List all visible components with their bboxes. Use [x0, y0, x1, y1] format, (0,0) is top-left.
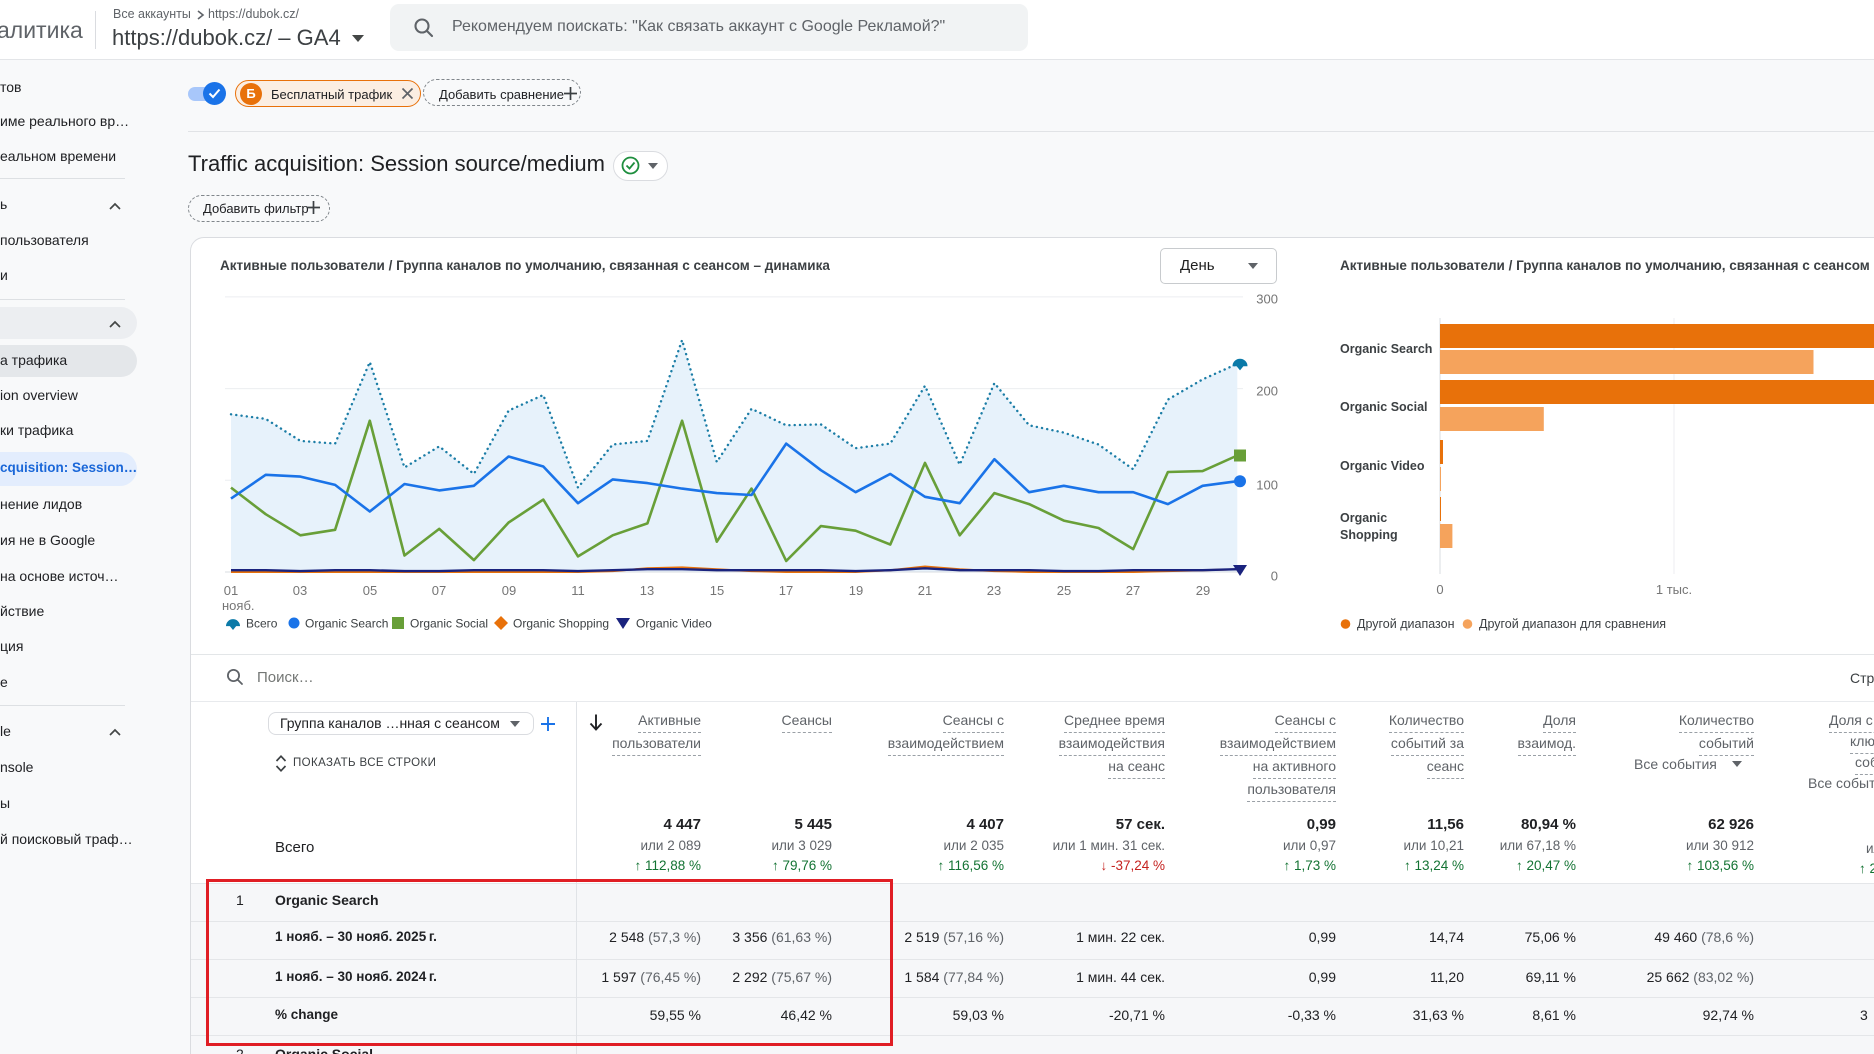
svg-text:21: 21	[918, 583, 932, 598]
svg-text:Organic Shopping: Organic Shopping	[513, 617, 609, 631]
svg-text:100: 100	[1256, 478, 1278, 493]
svg-text:17: 17	[779, 583, 793, 598]
svg-text:Organic Social: Organic Social	[410, 617, 488, 631]
svg-text:Organic Video: Organic Video	[636, 617, 712, 631]
svg-text:0: 0	[1271, 569, 1278, 584]
svg-text:03: 03	[293, 583, 307, 598]
svg-text:27: 27	[1126, 583, 1140, 598]
svg-text:19: 19	[849, 583, 863, 598]
svg-text:01: 01	[224, 583, 238, 598]
svg-text:25: 25	[1057, 583, 1071, 598]
svg-text:Всего: Всего	[246, 617, 278, 631]
svg-text:1 тыс.: 1 тыс.	[1656, 582, 1692, 597]
svg-text:05: 05	[363, 583, 377, 598]
svg-text:23: 23	[987, 583, 1001, 598]
svg-text:11: 11	[571, 583, 585, 598]
svg-text:нояб.: нояб.	[222, 598, 255, 613]
svg-text:Organic Social: Organic Social	[1340, 400, 1428, 414]
svg-text:Organic: Organic	[1340, 511, 1387, 525]
svg-text:Другой диапазон: Другой диапазон	[1357, 617, 1455, 631]
svg-text:Organic Search: Organic Search	[305, 617, 388, 631]
svg-text:Другой диапазон для сравнения: Другой диапазон для сравнения	[1479, 617, 1666, 631]
svg-text:Shopping: Shopping	[1340, 528, 1398, 542]
svg-text:09: 09	[502, 583, 516, 598]
svg-text:29: 29	[1196, 583, 1210, 598]
svg-text:15: 15	[710, 583, 724, 598]
svg-text:07: 07	[432, 583, 446, 598]
svg-text:13: 13	[640, 583, 654, 598]
svg-text:Organic Search: Organic Search	[1340, 342, 1432, 356]
svg-text:200: 200	[1256, 384, 1278, 399]
svg-text:Organic Video: Organic Video	[1340, 459, 1425, 473]
svg-text:0: 0	[1436, 582, 1443, 597]
svg-text:300: 300	[1256, 292, 1278, 307]
